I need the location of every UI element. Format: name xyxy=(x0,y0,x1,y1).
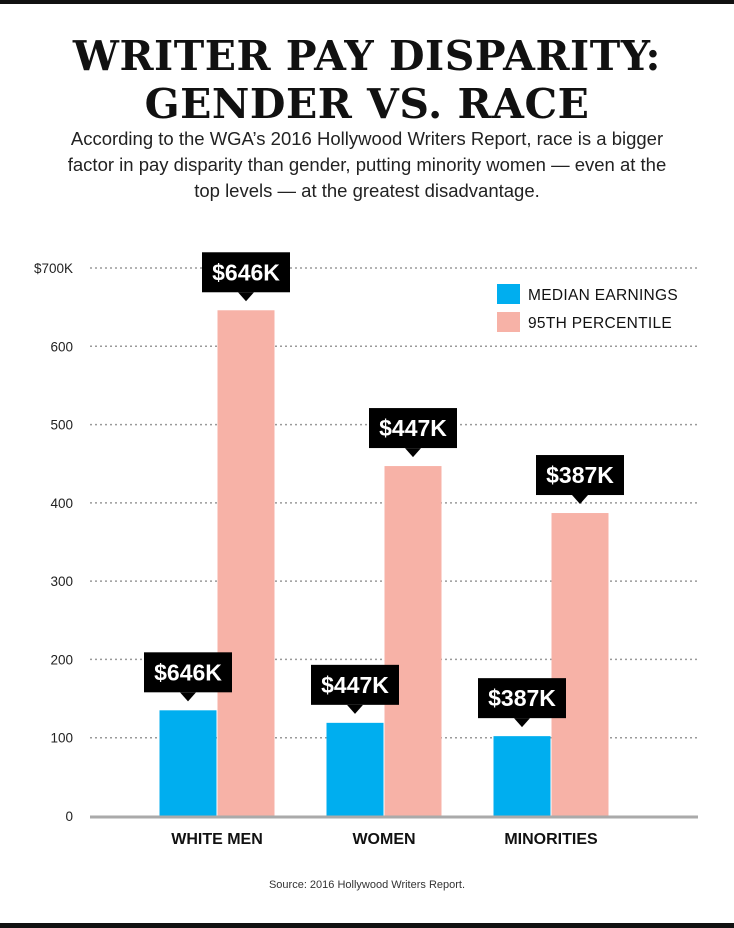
y-tick-label: 300 xyxy=(50,574,73,589)
x-tick-label: WHITE MEN xyxy=(171,831,263,848)
title-line-2: GENDER VS. RACE xyxy=(144,80,590,128)
legend-label: 95TH PERCENTILE xyxy=(528,315,672,332)
data-label: $447K xyxy=(379,415,447,441)
x-tick-label: WOMEN xyxy=(352,831,415,848)
callout-box xyxy=(369,408,457,449)
callout-box xyxy=(478,678,566,719)
value-callout: $646K xyxy=(202,252,290,302)
legend-swatch xyxy=(497,284,520,304)
callout-pointer xyxy=(180,692,196,702)
data-label: $387K xyxy=(488,685,556,711)
bar-median-earnings xyxy=(326,722,384,816)
y-tick-label: 0 xyxy=(65,809,73,824)
bar-median-earnings xyxy=(493,736,551,816)
legend-swatch xyxy=(497,312,520,332)
value-callout: $447K xyxy=(311,664,399,714)
callout-box xyxy=(144,652,232,693)
callout-pointer xyxy=(514,718,530,728)
data-label: $646K xyxy=(154,659,222,685)
top-border xyxy=(0,0,734,4)
data-label: $387K xyxy=(546,462,614,488)
callout-pointer xyxy=(572,495,588,505)
y-tick-label: 500 xyxy=(50,418,73,433)
value-callout: $447K xyxy=(369,408,457,458)
callout-pointer xyxy=(238,292,254,302)
value-callouts: $646K $447K $387K $646K $447K $387K xyxy=(144,252,624,728)
title-line-1: WRITER PAY DISPARITY: xyxy=(72,32,662,80)
y-tick-label: 200 xyxy=(50,652,73,667)
bar-median-earnings xyxy=(159,710,217,816)
page-title: WRITER PAY DISPARITY: GENDER VS. RACE xyxy=(0,32,734,128)
value-callout: $387K xyxy=(536,455,624,505)
y-tick-label: 400 xyxy=(50,496,73,511)
subtitle: According to the WGA’s 2016 Hollywood Wr… xyxy=(67,128,667,201)
bar-95th-percentile xyxy=(217,310,275,816)
y-tick-label: 100 xyxy=(50,731,73,746)
callout-pointer xyxy=(347,704,363,714)
legend-label: MEDIAN EARNINGS xyxy=(528,287,678,304)
y-axis: 0 100 200 300 400 500 600 $700K xyxy=(34,261,73,824)
source-note: Source: 2016 Hollywood Writers Report. xyxy=(268,879,466,891)
callout-pointer xyxy=(405,448,421,458)
callout-box xyxy=(536,455,624,496)
bar-95th-percentile xyxy=(551,513,609,816)
bar-95th-percentile xyxy=(384,466,442,816)
x-axis-labels: WHITE MEN WOMEN MINORITIES xyxy=(171,831,598,848)
callout-box xyxy=(202,252,290,293)
callout-box xyxy=(311,664,399,705)
legend: MEDIAN EARNINGS 95TH PERCENTILE xyxy=(497,284,678,332)
data-label: $646K xyxy=(212,259,280,285)
y-tick-label: $700K xyxy=(34,261,73,276)
y-tick-label: 600 xyxy=(50,339,73,354)
bars xyxy=(159,310,609,816)
value-callout: $387K xyxy=(478,678,566,728)
value-callout: $646K xyxy=(144,652,232,702)
x-tick-label: MINORITIES xyxy=(504,831,598,848)
bottom-border xyxy=(0,923,734,928)
data-label: $447K xyxy=(321,672,389,698)
